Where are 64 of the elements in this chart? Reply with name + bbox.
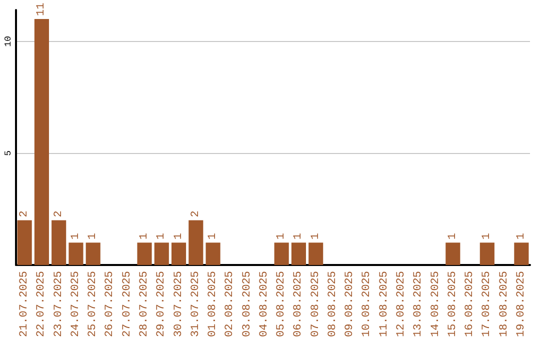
bar (308, 242, 324, 265)
x-tick-label: 13.08.2025 (412, 270, 425, 338)
data-label: 1 (138, 232, 150, 240)
bar (52, 220, 66, 265)
x-tick-label: 05.08.2025 (276, 270, 288, 338)
x-tick-label: 11.08.2025 (378, 270, 390, 338)
data-label: 1 (207, 232, 220, 240)
data-label: 1 (481, 232, 494, 240)
x-tick-label: 25.07.2025 (87, 270, 100, 338)
bar (291, 242, 306, 265)
y-tick-label: 5 (4, 150, 14, 156)
bar (17, 220, 32, 265)
x-tick-label: 29.07.2025 (156, 270, 168, 338)
x-tick-label: 21.07.2025 (18, 270, 31, 338)
data-label: 2 (52, 210, 65, 218)
x-tick-label: 23.07.2025 (52, 270, 65, 338)
data-label: 1 (156, 232, 168, 240)
data-label: 11 (36, 2, 48, 16)
x-tick-label: 14.08.2025 (430, 270, 442, 338)
x-tick-label: 02.08.2025 (224, 270, 236, 338)
x-tick-label: 18.08.2025 (498, 270, 510, 338)
x-tick-label: 08.08.2025 (326, 270, 339, 338)
x-tick-label: 31.07.2025 (190, 270, 202, 338)
data-label: 1 (172, 232, 185, 240)
x-tick-label: 26.07.2025 (104, 270, 116, 338)
data-label: 1 (70, 232, 82, 240)
y-tick-label: 10 (4, 36, 14, 47)
data-label: 2 (18, 210, 31, 218)
x-tick-label: 15.08.2025 (446, 270, 459, 338)
x-tick-label: 12.08.2025 (396, 270, 408, 338)
bar (206, 242, 220, 265)
bar (86, 242, 100, 265)
data-label: 1 (292, 232, 305, 240)
data-label: 1 (446, 232, 459, 240)
bar (274, 242, 289, 265)
x-tick-label: 30.07.2025 (172, 270, 185, 338)
bar (514, 242, 529, 265)
x-tick-label: 16.08.2025 (464, 270, 476, 338)
x-tick-label: 09.08.2025 (344, 270, 356, 338)
x-tick-label: 07.08.2025 (310, 270, 322, 338)
bar (68, 242, 84, 265)
bar (137, 242, 152, 265)
data-label: 1 (276, 232, 288, 240)
x-tick-label: 06.08.2025 (292, 270, 305, 338)
x-tick-label: 22.07.2025 (36, 270, 48, 338)
bar (34, 18, 49, 265)
x-tick-label: 27.07.2025 (121, 270, 134, 338)
bar (480, 242, 494, 265)
x-tick-label: 01.08.2025 (207, 270, 220, 338)
x-tick-label: 03.08.2025 (241, 270, 254, 338)
bar (188, 220, 204, 265)
data-label: 1 (310, 232, 322, 240)
data-label: 2 (190, 210, 202, 218)
x-tick-label: 10.08.2025 (361, 270, 374, 338)
x-tick-label: 24.07.2025 (70, 270, 82, 338)
x-tick-label: 04.08.2025 (258, 270, 270, 338)
bar (171, 242, 186, 265)
x-tick-label: 28.07.2025 (138, 270, 150, 338)
data-label: 1 (87, 232, 100, 240)
data-label: 1 (515, 232, 528, 240)
x-tick-label: 17.08.2025 (481, 270, 494, 338)
x-tick-label: 19.08.2025 (515, 270, 528, 338)
bar (446, 242, 460, 265)
bar (154, 242, 169, 265)
